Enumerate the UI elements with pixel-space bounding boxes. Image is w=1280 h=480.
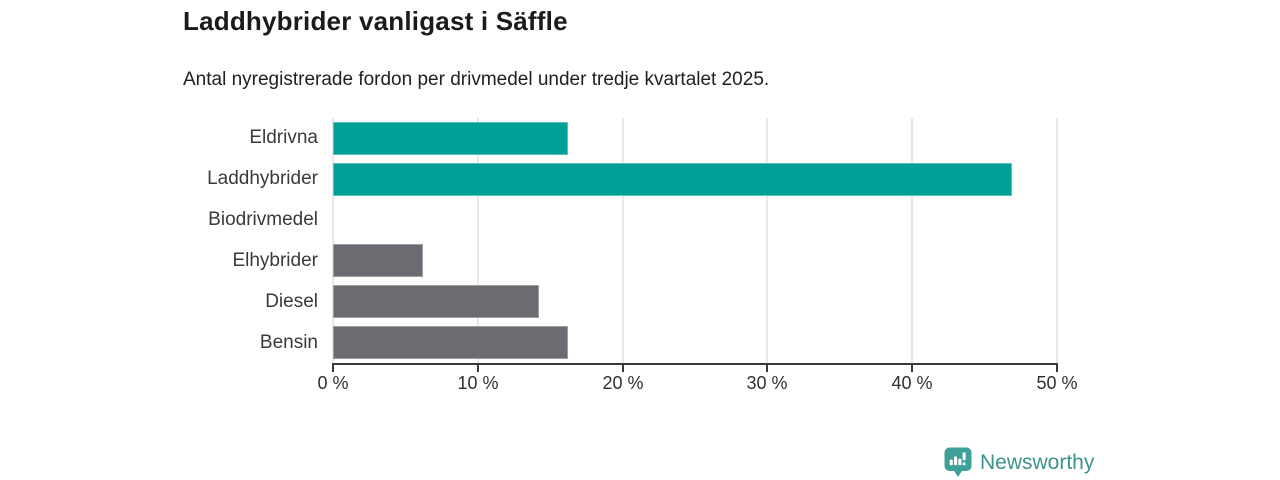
- bar-bensin: [333, 326, 568, 359]
- bar-elhybrider: [333, 244, 423, 277]
- bar-eldrivna: [333, 122, 568, 155]
- category-label: Laddhybrider: [207, 168, 318, 189]
- x-axis-tick: [332, 363, 334, 372]
- plot-area: [332, 118, 1058, 363]
- bar-laddhybrider: [333, 163, 1012, 196]
- newsworthy-icon: [944, 447, 972, 478]
- gridline: [911, 118, 913, 363]
- category-label: Biodrivmedel: [208, 209, 318, 230]
- category-label: Diesel: [265, 291, 318, 312]
- x-axis-tick-label: 0 %: [317, 373, 349, 393]
- x-axis-tick-label: 40 %: [891, 373, 933, 393]
- chart-subtitle: Antal nyregistrerade fordon per drivmede…: [183, 69, 770, 90]
- gridline: [622, 118, 624, 363]
- x-axis-tick: [622, 363, 624, 372]
- x-axis-tick: [911, 363, 913, 372]
- x-axis-tick-label: 20 %: [602, 373, 644, 393]
- newsworthy-logo: Newsworthy: [944, 447, 1094, 478]
- category-label: Eldrivna: [249, 127, 318, 148]
- category-label: Elhybrider: [232, 250, 318, 271]
- bar-diesel: [333, 285, 539, 318]
- x-axis-tick-label: 10 %: [457, 373, 499, 393]
- x-axis-tick: [477, 363, 479, 372]
- newsworthy-logo-text: Newsworthy: [980, 450, 1095, 474]
- x-axis-tick: [1056, 363, 1058, 372]
- gridline: [766, 118, 768, 363]
- x-axis-tick-label: 30 %: [746, 373, 788, 393]
- gridline: [1056, 118, 1058, 363]
- x-axis-tick: [766, 363, 768, 372]
- chart-title: Laddhybrider vanligast i Säffle: [183, 6, 568, 36]
- gridline: [477, 118, 479, 363]
- x-axis-tick-label: 50 %: [1036, 373, 1078, 393]
- y-axis-labels: Eldrivna Laddhybrider Biodrivmedel Elhybrid…: [120, 118, 318, 363]
- gridline: [332, 118, 334, 363]
- x-axis-line: [333, 363, 1057, 365]
- category-label: Bensin: [259, 332, 318, 353]
